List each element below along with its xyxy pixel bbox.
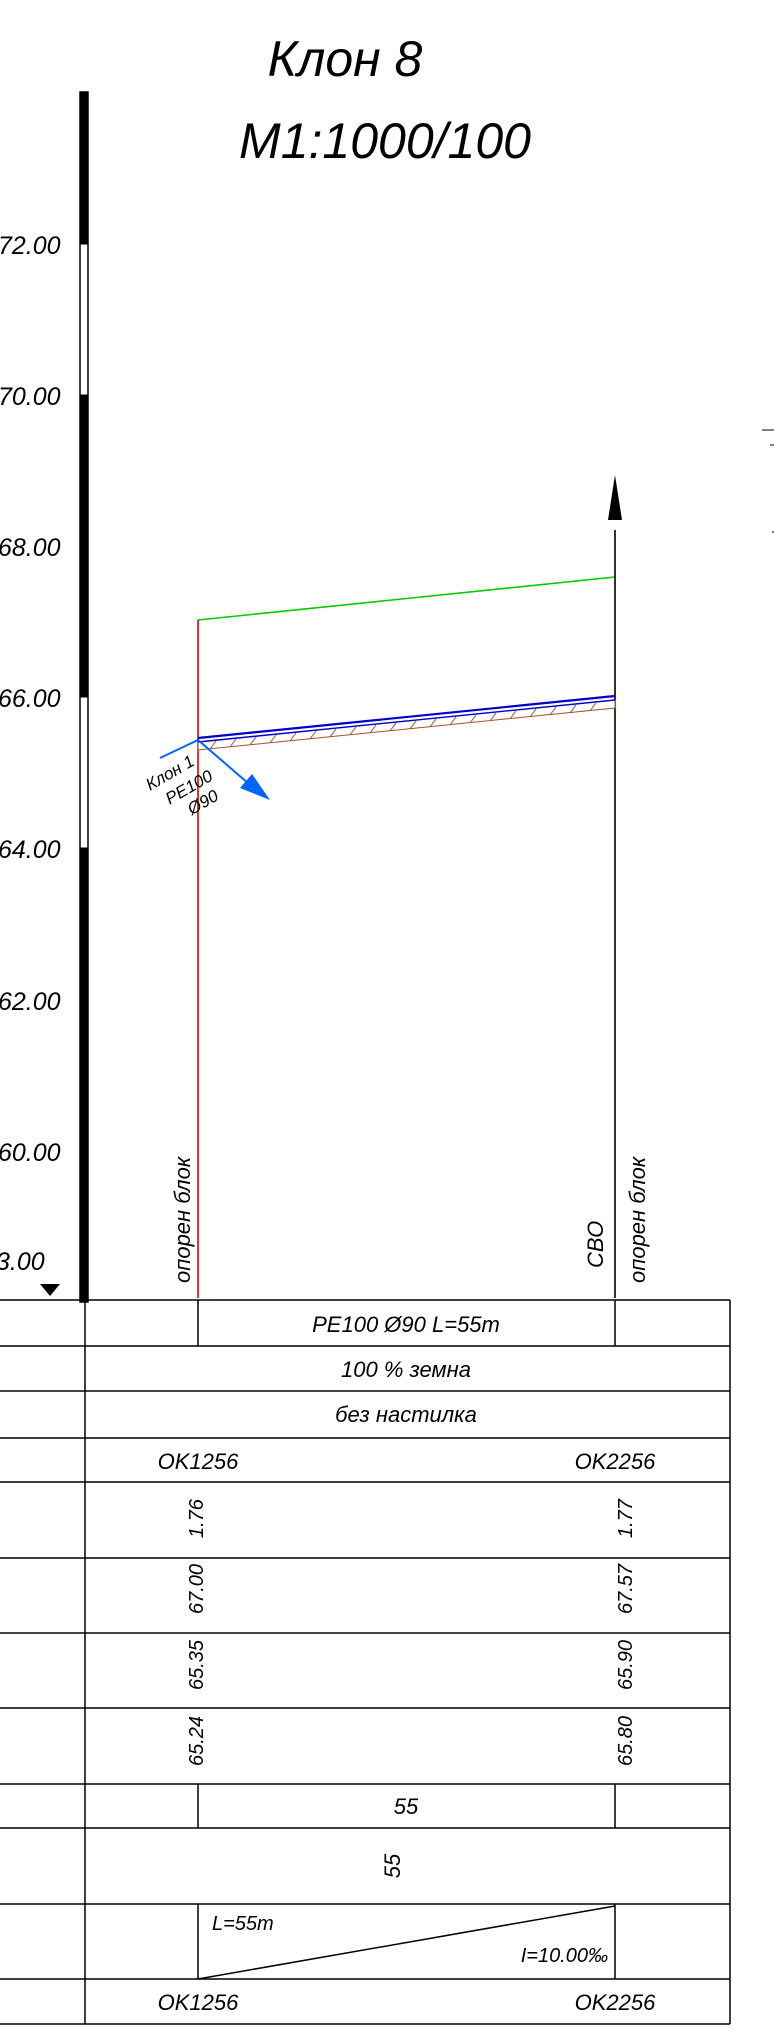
- profile-data-table: PE100 Ø90 L=55m 100 % земна без настилка…: [0, 1299, 731, 2025]
- arrow-up-icon: [608, 475, 622, 520]
- end-point: OK2256: [575, 1449, 656, 1474]
- soil-type: 100 % земна: [341, 1357, 471, 1382]
- elevation-axis: 72.00 70.00 68.00 66.00 64.00 62.00 60.0…: [0, 232, 88, 1296]
- terrain-elevation-start: 67.00: [186, 1564, 208, 1614]
- depth-end: 1.77: [615, 1498, 637, 1538]
- final-start-point: OK1256: [158, 1990, 239, 2015]
- axis-tick-label: 60.00: [0, 1139, 61, 1167]
- profile-graphics: Клон 1 PE100 Ø90 опорен блок СВО опорен …: [143, 475, 650, 1298]
- slope-value: I=10.00‰: [521, 1945, 608, 1967]
- terrain-line: [197, 576, 616, 621]
- axis-tick-label: 62.00: [0, 988, 61, 1016]
- sand-bed: [197, 699, 616, 751]
- pipe-top-end: 65.90: [615, 1640, 637, 1690]
- total-length: 55: [380, 1853, 405, 1878]
- branch-arrow-icon: [240, 774, 270, 800]
- slope-length: L=55m: [212, 1913, 274, 1935]
- right-node-label-svo: СВО: [583, 1221, 608, 1268]
- sand-bed-hatch: [209, 702, 597, 750]
- axis-tick-label: 72.00: [0, 232, 61, 260]
- terrain-elevation-end: 67.57: [615, 1563, 637, 1614]
- depth-start: 1.76: [186, 1498, 208, 1538]
- axis-tick-label: 70.00: [0, 383, 61, 411]
- start-point: OK1256: [158, 1449, 239, 1474]
- surface-type: без настилка: [335, 1402, 477, 1427]
- axis-tick-label-partial: 3.00: [0, 1248, 45, 1276]
- axis-tick-label: 64.00: [0, 836, 61, 864]
- axis-tick-label: 66.00: [0, 685, 61, 713]
- final-end-point: OK2256: [575, 1990, 656, 2015]
- right-node-label-block: опорен блок: [625, 1155, 650, 1283]
- level-triangle-icon: [40, 1284, 60, 1296]
- pipe-bottom-start: 65.24: [186, 1716, 208, 1766]
- drawing-scale: М1:1000/100: [239, 113, 531, 169]
- branch-line: [159, 739, 199, 759]
- pipe-bottom-end: 65.80: [615, 1716, 637, 1766]
- branch-label: Клон 1 PE100 Ø90: [143, 752, 223, 820]
- drawing-title: Клон 8: [268, 31, 423, 87]
- partial-length: 55: [394, 1794, 419, 1819]
- edge-mark: [762, 429, 774, 533]
- left-node-label: опорен блок: [170, 1155, 195, 1283]
- pipe-spec: PE100 Ø90 L=55m: [312, 1312, 500, 1337]
- pipe-bottom-line: [197, 699, 616, 743]
- axis-tick-label: 68.00: [0, 534, 61, 562]
- pipe-top-line: [197, 694, 616, 740]
- pipe-top-start: 65.35: [186, 1639, 208, 1690]
